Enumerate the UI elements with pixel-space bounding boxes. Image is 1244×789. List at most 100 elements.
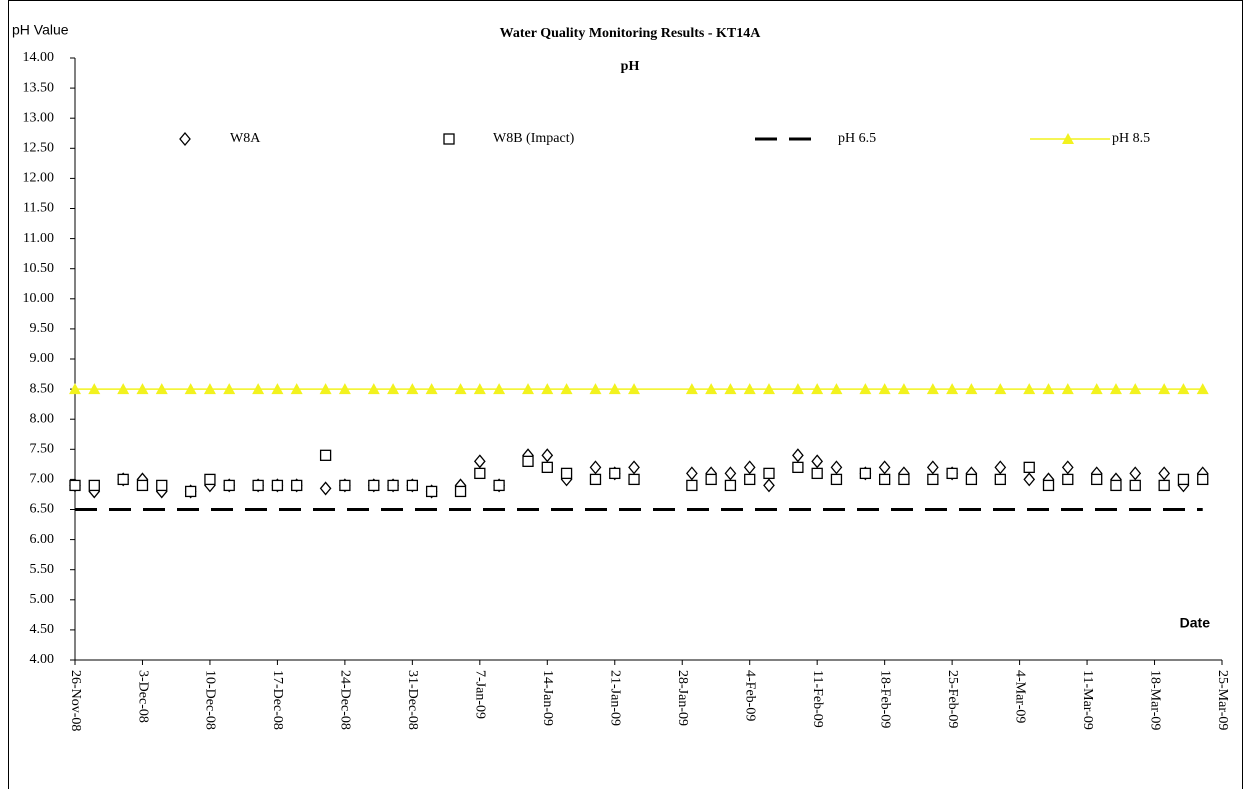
data-point [811, 383, 824, 395]
data-point [1061, 383, 1074, 395]
data-point [608, 383, 621, 395]
data-point [830, 460, 843, 475]
legend-marker [443, 133, 455, 145]
x-tick-label: 14-Jan-09 [540, 670, 555, 726]
x-axis-label: Date [1180, 615, 1211, 631]
y-tick-label: 12.00 [23, 171, 55, 186]
data-point [425, 485, 438, 498]
y-tick-label: 9.50 [30, 321, 55, 336]
data-point [743, 460, 756, 475]
data-point [965, 473, 978, 486]
data-point [1091, 473, 1103, 486]
data-point [560, 467, 573, 480]
data-point [368, 479, 380, 492]
data-point [387, 479, 399, 492]
y-tick-label: 7.50 [30, 442, 55, 457]
legend-label: pH 8.5 [1112, 131, 1150, 146]
data-point [1177, 383, 1190, 395]
data-point [155, 383, 168, 395]
data-point [88, 383, 101, 395]
data-point [223, 383, 236, 395]
data-point [994, 383, 1007, 395]
y-tick-label: 5.00 [30, 592, 55, 607]
data-point [927, 473, 939, 486]
data-point [319, 481, 332, 496]
data-point [560, 383, 573, 395]
x-tick-label: 17-Dec-08 [270, 670, 285, 730]
data-point [705, 473, 717, 486]
data-point [406, 479, 419, 492]
data-point [204, 473, 216, 486]
y-tick-label: 10.50 [23, 261, 55, 276]
data-point [830, 383, 843, 395]
data-point [473, 383, 486, 395]
data-point [811, 467, 823, 480]
data-point [493, 383, 506, 395]
data-point [762, 383, 775, 395]
data-point [705, 383, 718, 395]
data-point [628, 460, 640, 475]
x-tick-label: 10-Dec-08 [203, 670, 218, 730]
data-point [541, 461, 553, 474]
data-point [859, 383, 872, 395]
data-point [792, 448, 804, 463]
data-point [1109, 383, 1122, 395]
data-point [1090, 383, 1103, 395]
data-point [1023, 472, 1036, 487]
data-point [859, 467, 872, 480]
data-point [184, 383, 197, 395]
data-point [387, 383, 400, 395]
data-point [522, 383, 535, 395]
y-tick-label: 11.50 [23, 201, 54, 216]
data-point [1129, 383, 1142, 395]
data-point [541, 383, 554, 395]
y-tick-label: 4.50 [30, 622, 55, 637]
data-point [686, 466, 698, 481]
data-point [136, 479, 149, 492]
data-point [744, 473, 756, 486]
y-tick-label: 10.00 [23, 291, 55, 306]
data-point [319, 449, 332, 461]
data-point [1023, 383, 1036, 395]
data-point [946, 383, 959, 395]
data-point [425, 383, 438, 395]
data-point [926, 460, 939, 475]
y-tick-label: 13.50 [23, 80, 55, 95]
y-axis-label: pH Value [12, 22, 69, 38]
y-tick-label: 12.50 [23, 141, 55, 156]
data-point [898, 473, 910, 486]
chart-frame [8, 0, 1243, 789]
data-point [724, 466, 737, 481]
data-point [994, 460, 1007, 475]
data-point [609, 467, 621, 480]
x-tick-label: 25-Feb-09 [945, 670, 960, 728]
data-point [792, 461, 804, 474]
x-tick-label: 18-Feb-09 [877, 670, 892, 728]
legend-label: W8A [230, 131, 261, 146]
data-point [1062, 473, 1074, 486]
legend-marker [1062, 133, 1074, 144]
data-point [454, 485, 467, 498]
data-point [589, 383, 602, 395]
legend-label: pH 6.5 [838, 131, 876, 146]
data-point [763, 467, 775, 480]
y-tick-label: 8.50 [30, 381, 55, 396]
data-point [541, 448, 554, 463]
data-point [69, 383, 81, 395]
x-tick-label: 11-Mar-09 [1080, 670, 1095, 730]
x-tick-label: 4-Feb-09 [742, 670, 757, 721]
data-point [271, 383, 284, 395]
data-point [763, 478, 775, 493]
data-point [1061, 460, 1074, 475]
y-tick-label: 8.00 [30, 411, 55, 426]
data-point [589, 460, 602, 475]
data-point [319, 383, 332, 395]
y-tick-label: 6.50 [30, 502, 55, 517]
y-tick-label: 11.00 [23, 231, 54, 246]
data-point [117, 473, 129, 486]
data-point [185, 485, 197, 498]
data-point [965, 383, 978, 395]
data-point [290, 383, 303, 395]
data-point [1110, 479, 1122, 492]
data-point [926, 383, 939, 395]
